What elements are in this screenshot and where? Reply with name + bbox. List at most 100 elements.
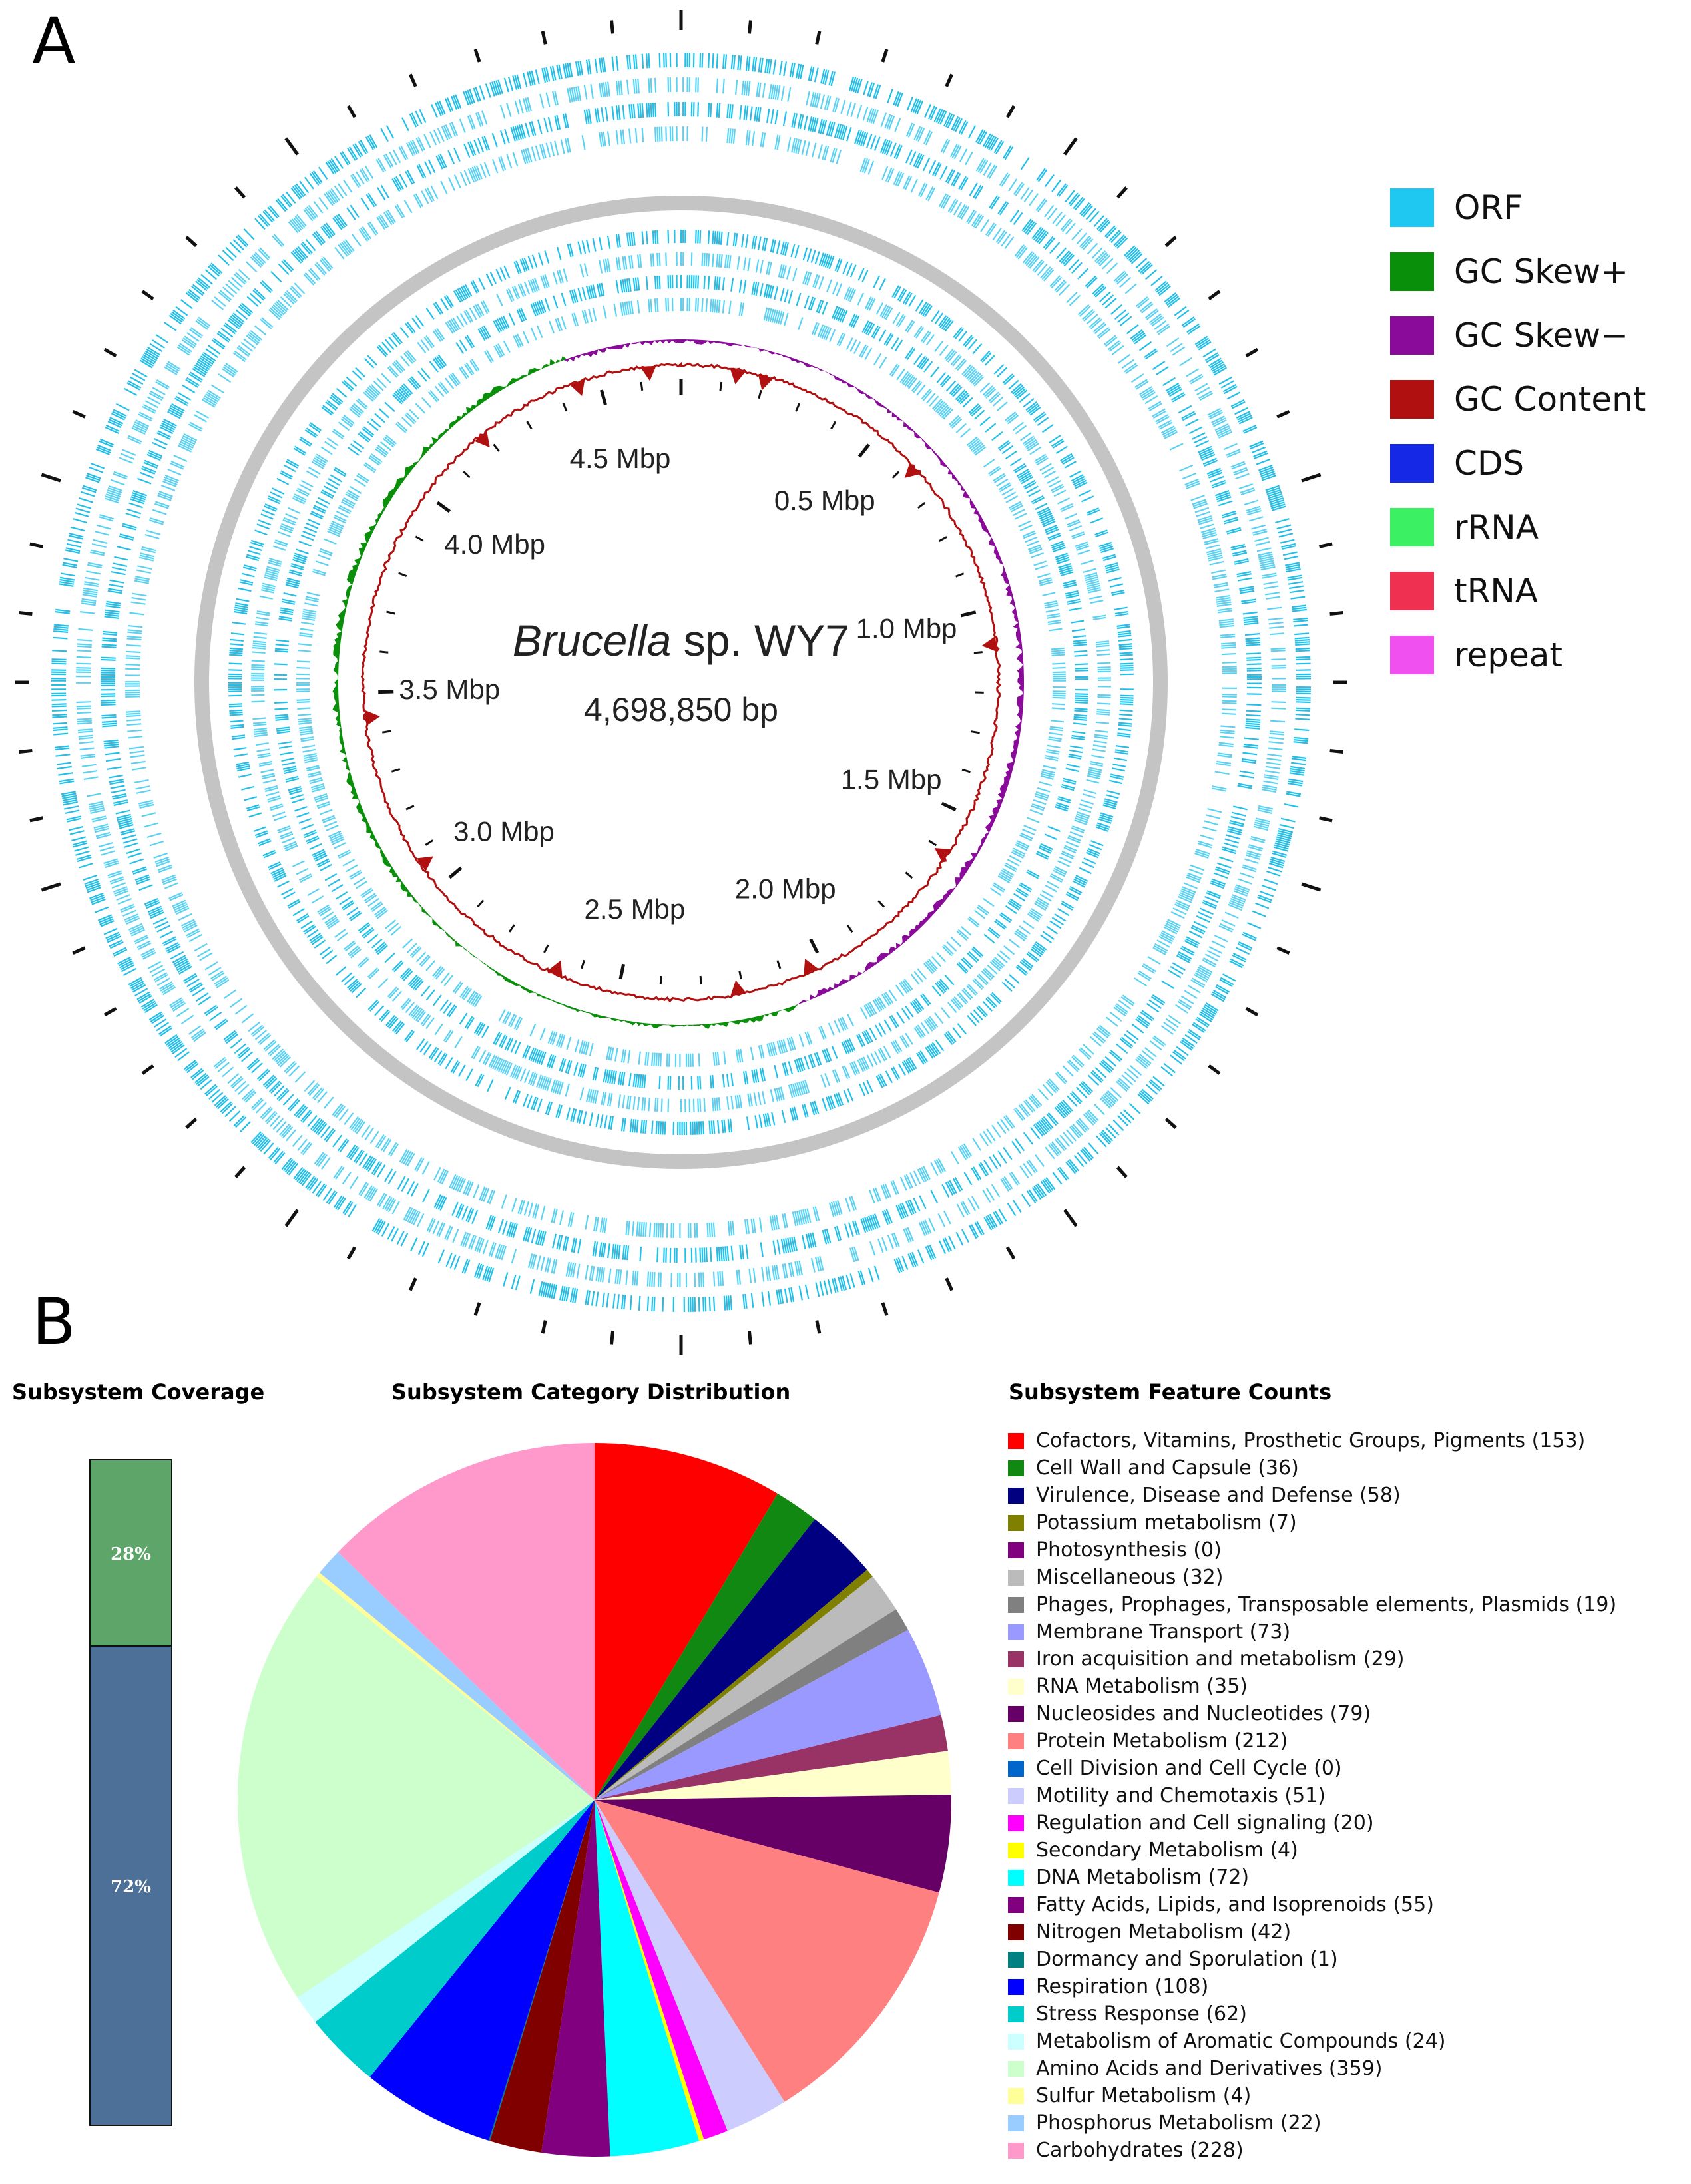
scale-tick xyxy=(941,801,957,811)
scale-tick xyxy=(719,381,723,391)
outer-tick xyxy=(1319,542,1333,548)
outer-tick xyxy=(41,473,61,483)
pie-slice xyxy=(489,1800,595,2153)
subsystem-legend-swatch xyxy=(1008,1978,1024,1995)
subsystem-legend-swatch xyxy=(1008,1596,1024,1613)
scale-tick xyxy=(809,938,820,954)
subsystem-legend-swatch xyxy=(1008,2142,1024,2159)
scale-tick xyxy=(618,963,626,980)
subsystem-legend-swatch xyxy=(1008,1705,1024,1722)
subsystem-legend-item: Phosphorus Metabolism (22) xyxy=(1008,2109,1616,2137)
map-legend-item: tRNA xyxy=(1390,559,1646,623)
map-legend: ORF GC Skew+ GC Skew− GC Content CDS rRNA tRNA… xyxy=(1390,176,1646,687)
coverage-segment xyxy=(89,1645,172,2126)
subsystem-legend-item: Stress Response (62) xyxy=(1008,2000,1616,2028)
map-legend-label: repeat xyxy=(1454,636,1563,674)
gc-content-dip xyxy=(547,960,563,977)
scale-tick xyxy=(405,805,415,811)
subsystem-legend-swatch xyxy=(1008,1869,1024,1886)
genome-size: 4,698,850 bp xyxy=(584,691,778,728)
map-legend-swatch xyxy=(1390,444,1434,483)
subsystem-legend-swatch xyxy=(1008,2087,1024,2104)
scale-label: 3.0 Mbp xyxy=(453,815,555,847)
subsystem-legend-item: Virulence, Disease and Defense (58) xyxy=(1008,1482,1616,1509)
subsystem-legend-item: Nucleosides and Nucleotides (79) xyxy=(1008,1700,1616,1727)
outer-tick xyxy=(234,186,246,199)
subsystem-legend: Cofactors, Vitamins, Prosthetic Groups, … xyxy=(1008,1427,1616,2164)
subsystem-legend-label: Amino Acids and Derivatives (359) xyxy=(1036,2057,1383,2080)
outer-tick xyxy=(609,1331,615,1345)
gc-content-dip xyxy=(804,959,819,975)
counts-title: Subsystem Feature Counts xyxy=(1009,1379,1332,1405)
map-legend-label: rRNA xyxy=(1454,508,1539,546)
outer-tick xyxy=(945,1277,954,1291)
pie-slice xyxy=(369,1800,595,2141)
subsystem-legend-item: Iron acquisition and metabolism (29) xyxy=(1008,1645,1616,1673)
scale-tick xyxy=(955,572,965,578)
scale-tick xyxy=(905,871,913,879)
subsystem-legend-swatch xyxy=(1008,1432,1024,1449)
scale-label: 4.5 Mbp xyxy=(570,443,671,474)
scale-tick xyxy=(891,471,900,479)
scale-labels: 0.5 Mbp 1.0 Mbp 1.5 Mbp 2.0 Mbp 2.5 Mbp 3.0 M… xyxy=(399,443,957,925)
map-legend-label: CDS xyxy=(1454,444,1525,483)
scale-label: 1.5 Mbp xyxy=(841,764,942,795)
subsystem-legend-item: Cofactors, Vitamins, Prosthetic Groups, … xyxy=(1008,1427,1616,1454)
map-legend-item: GC Skew+ xyxy=(1390,240,1646,304)
panel-b-label: B xyxy=(32,1285,76,1359)
scale-tick xyxy=(600,389,607,405)
scale-tick xyxy=(928,839,937,847)
orf-tracks xyxy=(51,52,1312,1313)
scale-label: 4.0 Mbp xyxy=(444,529,545,560)
subsystem-legend-label: Respiration (108) xyxy=(1036,1975,1209,1998)
subsystem-legend-label: Metabolism of Aromatic Compounds (24) xyxy=(1036,2030,1446,2053)
subsystem-legend-swatch xyxy=(1008,2060,1024,2077)
subsystem-legend-label: Cofactors, Vitamins, Prosthetic Groups, … xyxy=(1036,1429,1586,1452)
subsystem-legend-swatch xyxy=(1008,2115,1024,2131)
pie-slice xyxy=(595,1630,941,1800)
subsystem-legend-label: Potassium metabolism (7) xyxy=(1036,1511,1297,1534)
pie-slice xyxy=(237,1576,595,1998)
subsystem-legend-item: RNA Metabolism (35) xyxy=(1008,1673,1616,1700)
pie-slice xyxy=(338,1443,595,1800)
genome-title: Brucella sp. WY7 xyxy=(513,616,849,665)
subsystem-legend-swatch xyxy=(1008,1460,1024,1476)
map-legend-item: GC Content xyxy=(1390,367,1646,431)
subsystem-legend-label: Fatty Acids, Lipids, and Isoprenoids (55… xyxy=(1036,1893,1434,1916)
pie-slice xyxy=(319,1552,595,1800)
coverage-label: 72% xyxy=(111,1877,151,1897)
scale-tick xyxy=(477,899,485,908)
map-legend-item: ORF xyxy=(1390,176,1646,240)
outer-tick xyxy=(747,20,753,34)
subsystem-legend-label: Nitrogen Metabolism (42) xyxy=(1036,1920,1292,1944)
subsystem-legend-swatch xyxy=(1008,1487,1024,1504)
subsystem-legend-item: Motility and Chemotaxis (51) xyxy=(1008,1782,1616,1809)
coverage-title: Subsystem Coverage xyxy=(12,1379,265,1405)
scale-tick xyxy=(436,501,451,513)
map-legend-label: GC Content xyxy=(1454,380,1646,419)
outer-tick xyxy=(19,610,33,616)
pie-slice xyxy=(595,1800,785,2131)
subsystem-legend-swatch xyxy=(1008,1815,1024,1831)
scale-tick xyxy=(846,924,853,933)
pie-slice xyxy=(595,1800,700,2157)
outer-tick xyxy=(881,49,889,63)
outer-tick xyxy=(881,1302,889,1316)
subsystem-legend-item: Nitrogen Metabolism (42) xyxy=(1008,1918,1616,1946)
outer-tick xyxy=(541,1320,547,1334)
distribution-title: Subsystem Category Distribution xyxy=(391,1379,791,1405)
map-legend-swatch xyxy=(1390,188,1434,227)
pie-slice xyxy=(595,1800,939,2102)
gc-content-dip xyxy=(730,980,746,996)
map-legend-swatch xyxy=(1390,508,1434,546)
subsystem-legend-swatch xyxy=(1008,1514,1024,1531)
outer-tick xyxy=(1245,1006,1259,1017)
subsystem-legend-item: Fatty Acids, Lipids, and Isoprenoids (55… xyxy=(1008,1891,1616,1918)
outer-tick xyxy=(185,236,198,248)
subsystem-legend-item: Photosynthesis (0) xyxy=(1008,1536,1616,1564)
subsystem-legend-swatch xyxy=(1008,2006,1024,2022)
scale-tick xyxy=(795,403,801,412)
pie-slice xyxy=(316,1572,595,1800)
gc-content-dip xyxy=(569,379,585,397)
